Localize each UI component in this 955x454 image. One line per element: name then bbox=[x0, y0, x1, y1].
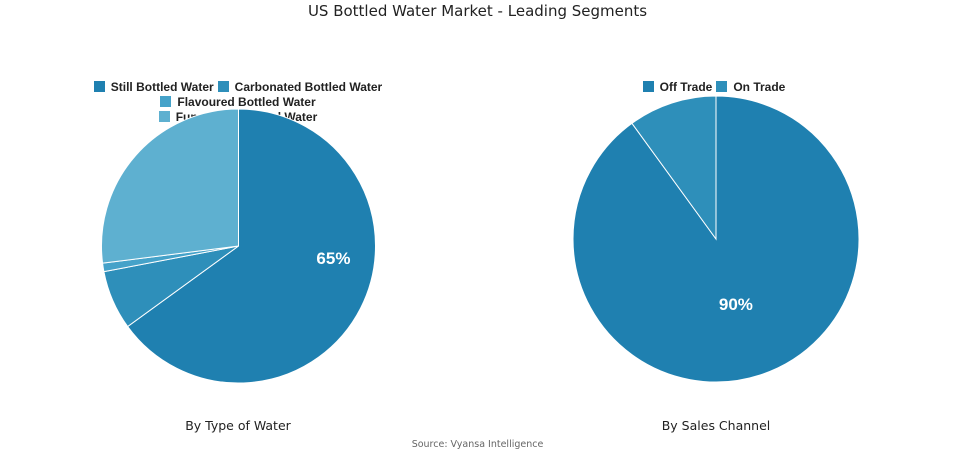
legend-label: Carbonated Bottled Water bbox=[234, 80, 383, 94]
legend-item[interactable]: Still Bottled Water bbox=[93, 80, 214, 95]
legend-swatch bbox=[642, 81, 654, 92]
legend-item[interactable]: On Trade bbox=[716, 80, 785, 95]
data-label: 90% bbox=[719, 295, 753, 314]
legend-item[interactable]: Carbonated Bottled Water bbox=[217, 80, 383, 95]
subtitle-type-of-water: By Type of Water bbox=[185, 418, 291, 433]
pie-slice-still-bottled-water[interactable] bbox=[126, 108, 376, 384]
legend-swatch bbox=[158, 111, 170, 122]
legend-swatch bbox=[160, 96, 172, 107]
legend-item[interactable]: Off Trade bbox=[642, 80, 713, 95]
subtitle-sales-channel: By Sales Channel bbox=[661, 418, 771, 433]
legend-swatch bbox=[716, 81, 728, 92]
legend-swatch bbox=[217, 81, 229, 92]
legend-label: Off Trade bbox=[659, 80, 713, 94]
legend-label: Flavoured Bottled Water bbox=[177, 95, 316, 109]
legend-label: Still Bottled Water bbox=[110, 80, 214, 94]
chart-title: US Bottled Water Market - Leading Segmen… bbox=[307, 2, 648, 20]
data-label: 65% bbox=[316, 249, 350, 268]
pie-slice-functional-bottled-water[interactable] bbox=[101, 108, 239, 264]
legend-sales-channel: Off Trade On Trade bbox=[566, 80, 866, 95]
legend-label: On Trade bbox=[733, 80, 786, 94]
legend-swatch bbox=[93, 81, 105, 92]
pie-slice-on-trade[interactable] bbox=[631, 95, 717, 241]
source-note: Source: Vyansa Intelligence bbox=[411, 439, 544, 450]
legend-item[interactable]: Flavoured Bottled Water bbox=[160, 95, 316, 110]
